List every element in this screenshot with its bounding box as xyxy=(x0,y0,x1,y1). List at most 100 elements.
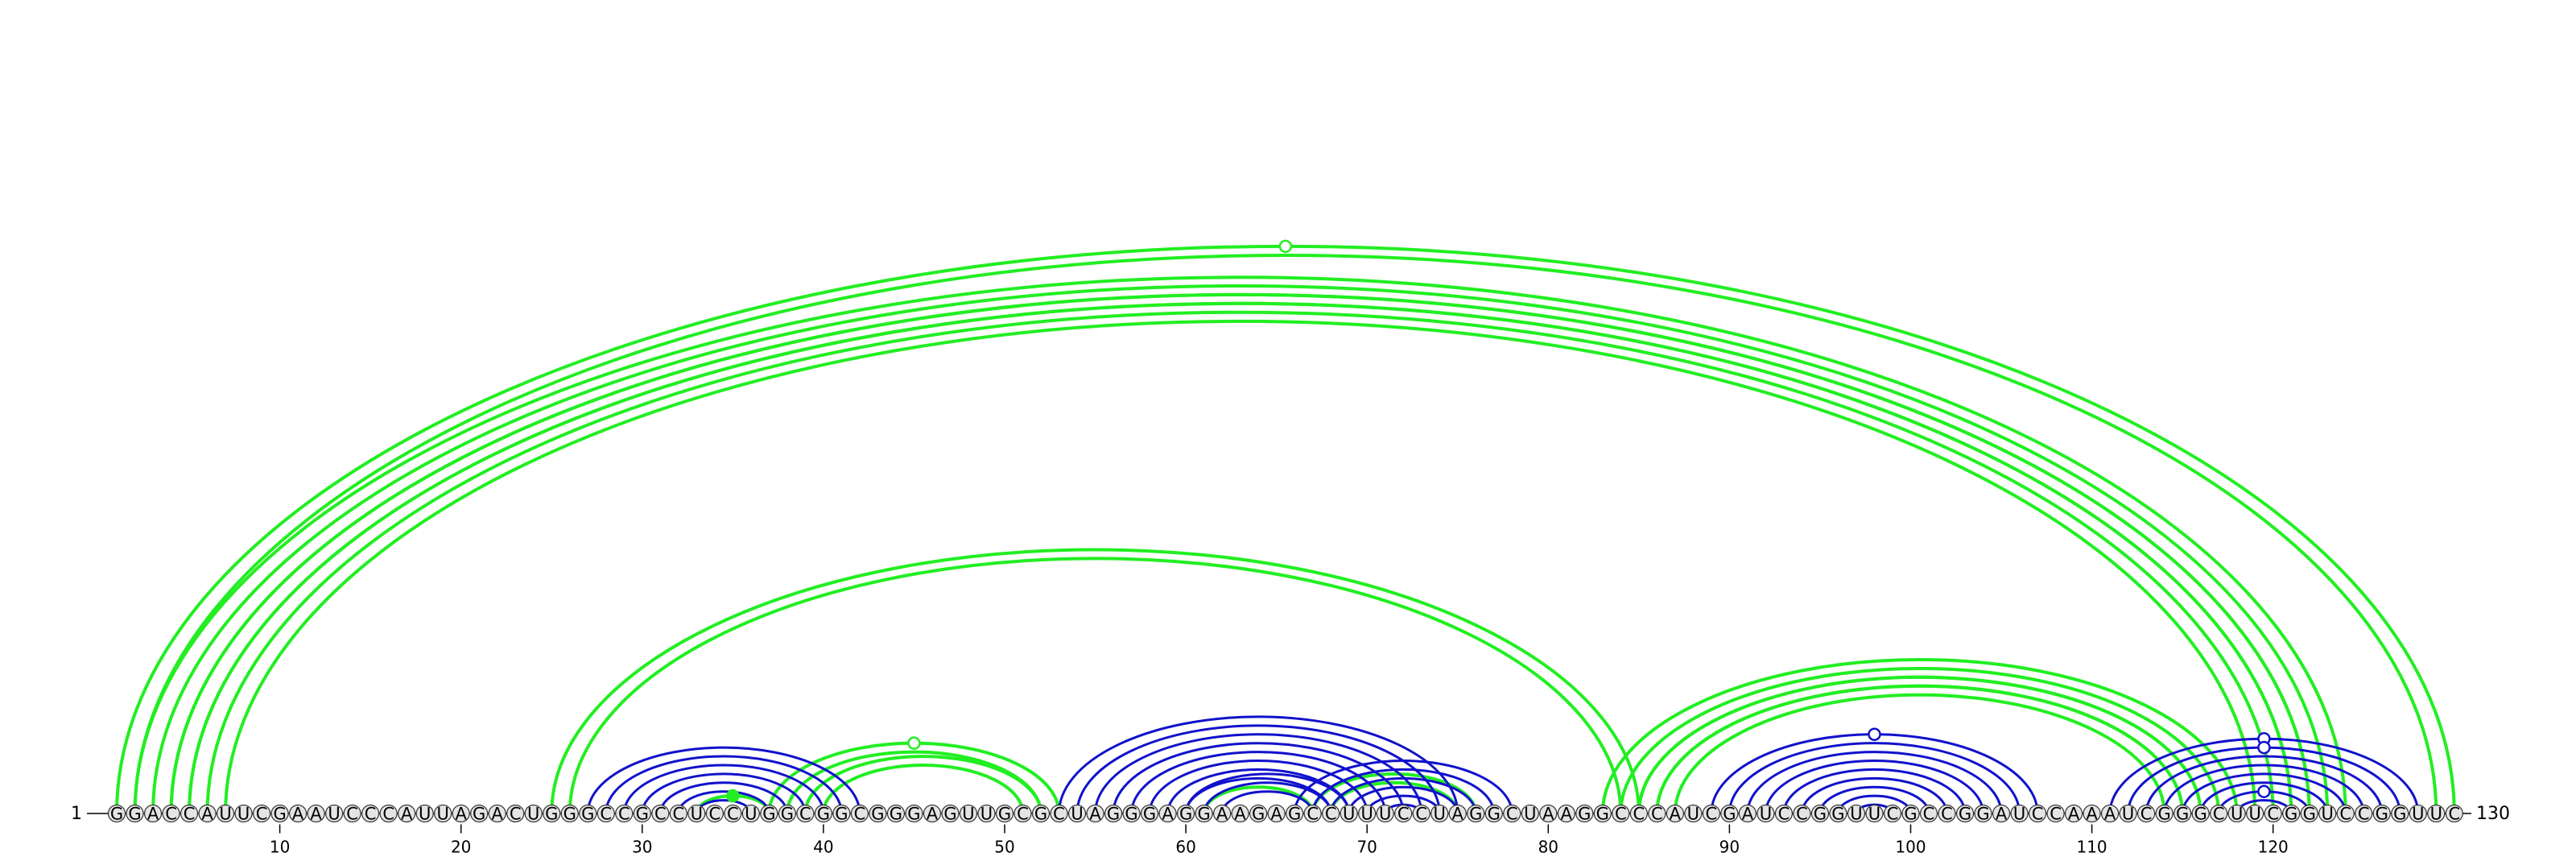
nucleotide-letter: A xyxy=(1542,805,1554,824)
nucleotide-bead xyxy=(1050,804,1068,823)
green-base-pair-arc xyxy=(821,763,1025,814)
nucleotide-letter: C xyxy=(654,805,667,824)
nucleotide-letter: U xyxy=(2013,805,2025,824)
nucleotide: C xyxy=(1503,805,1521,824)
nucleotide: A xyxy=(1231,805,1249,824)
nucleotide-letter: U xyxy=(1850,805,1862,824)
nucleotide-bead xyxy=(1104,804,1123,823)
nucleotide-bead xyxy=(905,804,923,823)
nucleotide: G xyxy=(1484,805,1503,824)
blue-base-pair-arc xyxy=(658,781,789,814)
nucleotide-letter: G xyxy=(1904,805,1917,824)
tick-label: 50 xyxy=(994,838,1014,857)
nucleotide-letter: C xyxy=(1941,805,1953,824)
nucleotide-bead xyxy=(2282,804,2301,823)
nucleotide: C xyxy=(1394,805,1413,824)
nucleotide: C xyxy=(1774,805,1794,824)
nucleotide-bead xyxy=(2318,804,2337,823)
nucleotide: C xyxy=(1793,805,1811,824)
nucleotide-bead xyxy=(633,804,651,823)
nucleotide-letter: G xyxy=(2157,805,2170,824)
open-arc-marker xyxy=(2257,784,2271,798)
nucleotide-letter: G xyxy=(1831,805,1844,824)
nucleotide: A xyxy=(1557,805,1575,824)
nucleotide-letter: G xyxy=(1596,805,1609,824)
nucleotide: C xyxy=(506,805,525,824)
nucleotide: U xyxy=(1757,805,1775,824)
open-arc-marker xyxy=(2257,740,2271,755)
nucleotide: C xyxy=(2046,805,2065,824)
nucleotide-letter: C xyxy=(727,805,739,824)
nucleotide-letter: C xyxy=(256,805,268,824)
nucleotide: U xyxy=(1067,805,1087,824)
blue-base-pair-arc xyxy=(1311,768,1496,814)
nucleotide-bead xyxy=(2264,804,2282,823)
nucleotide: G xyxy=(2372,805,2391,824)
nucleotide-bead xyxy=(1176,804,1195,823)
nucleotide-letter: U xyxy=(691,805,703,824)
nucleotide: A xyxy=(307,805,325,824)
nucleotide-bead xyxy=(2246,804,2264,823)
tick-label: 110 xyxy=(2076,838,2107,857)
blue-base-pair-arc xyxy=(1293,759,1513,814)
nucleotide-bead xyxy=(1810,804,1830,823)
nucleotide-letter: C xyxy=(184,805,196,824)
nucleotide-letter: A xyxy=(1670,805,1682,824)
nucleotide: G xyxy=(1467,805,1485,824)
nucleotide-bead xyxy=(1340,804,1358,823)
nucleotide-bead xyxy=(289,804,308,823)
nucleotide-letter: G xyxy=(110,805,123,824)
nucleotide-letter: G xyxy=(1976,805,1989,824)
nucleotide: A xyxy=(143,805,163,824)
blue-base-pair-arc xyxy=(1782,768,1967,814)
nucleotide-bead xyxy=(1648,804,1666,823)
nucleotide-bead xyxy=(977,804,996,823)
nucleotide-letter: G xyxy=(998,805,1011,824)
blue-base-pair-arc xyxy=(1094,733,1423,814)
nucleotide-letter: C xyxy=(2267,805,2279,824)
nucleotide-bead xyxy=(832,804,851,823)
nucleotide-letter: G xyxy=(1125,805,1137,824)
nucleotide-bead xyxy=(1249,804,1268,823)
nucleotide-bead xyxy=(2101,804,2120,823)
nucleotide: C xyxy=(1883,805,1902,824)
nucleotide: C xyxy=(1919,805,1938,824)
nucleotide: U xyxy=(959,804,978,824)
nucleotide-bead xyxy=(343,804,361,823)
nucleotide: G xyxy=(869,805,887,824)
open-arc-marker xyxy=(1278,239,1293,254)
nucleotide: C xyxy=(1013,805,1032,824)
green-base-pair-arc xyxy=(568,557,1623,814)
nucleotide: G xyxy=(1575,805,1594,824)
nucleotide-letter: U xyxy=(436,805,448,824)
nucleotide-bead xyxy=(1938,804,1956,823)
nucleotide: U xyxy=(1376,805,1394,824)
nucleotide-letter: G xyxy=(2285,805,2297,824)
nucleotide: U xyxy=(1865,805,1884,824)
nucleotide-bead xyxy=(959,804,978,823)
nucleotide-letter: A xyxy=(1270,805,1282,824)
nucleotide-letter: C xyxy=(1615,805,1627,824)
nucleotide-letter: G xyxy=(1034,805,1047,824)
nucleotide: G xyxy=(2191,805,2210,824)
tick-label: 90 xyxy=(1719,838,1740,857)
nucleotide-bead xyxy=(452,804,470,823)
nucleotide: C xyxy=(705,805,724,824)
nucleotide-letter: U xyxy=(527,805,539,824)
nucleotide: A xyxy=(1738,805,1757,824)
blue-base-pair-arc xyxy=(1075,724,1441,814)
nucleotide: A xyxy=(1158,805,1177,824)
nucleotide-letter: G xyxy=(1107,805,1120,824)
nucleotide: G xyxy=(886,805,906,824)
nucleotide: G xyxy=(1974,805,1992,824)
nucleotide-letter: U xyxy=(2231,805,2243,824)
end-position-label: 130 xyxy=(2476,804,2510,824)
nucleotide-letter: G xyxy=(1252,805,1265,824)
nucleotide-letter: C xyxy=(1506,805,1518,824)
nucleotide-bead xyxy=(2119,804,2137,823)
nucleotide-letter: U xyxy=(2430,805,2442,824)
blue-base-pair-arc xyxy=(1130,751,1387,814)
nucleotide-letter: C xyxy=(165,805,177,824)
green-base-pair-arc xyxy=(1673,693,2166,814)
